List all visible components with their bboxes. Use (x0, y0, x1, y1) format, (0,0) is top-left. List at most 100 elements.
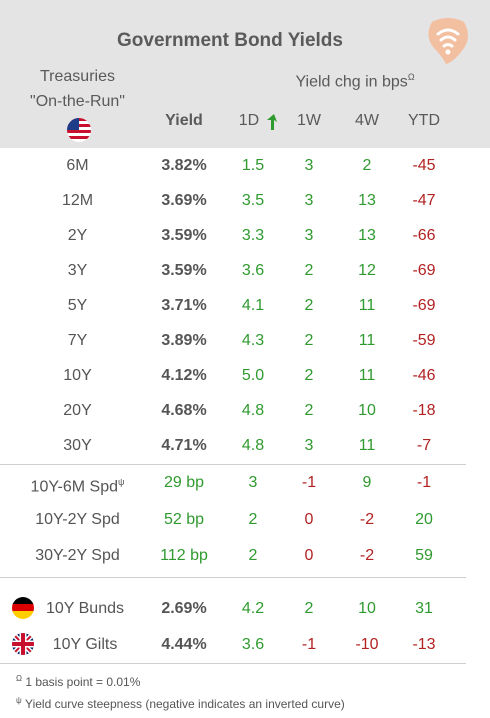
footnote-steepness: ψ Yield curve steepness (negative indica… (16, 696, 345, 711)
germany-flag-icon (12, 597, 34, 619)
change-1d: 3.6 (241, 636, 265, 653)
bond-label: 10Y Gilts (52, 636, 118, 653)
treasuries-label: Treasuries (40, 68, 115, 85)
spread-value: 112 bp (160, 547, 208, 564)
tenor-label: 5Y (67, 297, 88, 314)
omega-superscript: Ω (407, 72, 415, 82)
uk-flag-icon (12, 633, 34, 655)
change-ytd: -59 (412, 332, 436, 349)
table-row: 6M 3.82% 1.5 3 2 -45 (0, 148, 490, 183)
change-1w: -1 (301, 636, 317, 653)
change-1d: 4.2 (241, 600, 265, 617)
footnote-basis-point: Ω 1 basis point = 0.01% (16, 674, 140, 689)
col-1w: 1W (297, 112, 321, 129)
change-ytd: 20 (415, 511, 433, 528)
change-4w: 13 (358, 192, 376, 209)
change-ytd: -69 (412, 297, 436, 314)
yield-value: 4.44% (161, 636, 207, 653)
on-the-run-label: "On-the-Run" (30, 93, 125, 110)
change-4w: -2 (359, 511, 375, 528)
change-4w: 10 (358, 402, 376, 419)
change-1w: 2 (304, 297, 314, 314)
change-1d: 3 (248, 474, 258, 491)
bond-label: 10Y Bunds (46, 600, 124, 617)
yield-value: 4.68% (161, 402, 207, 419)
change-1d: 5.0 (241, 367, 265, 384)
table-row: 10Y-6M Spdψ 29 bp 3 -1 9 -1 (0, 465, 490, 500)
change-1w: 0 (304, 547, 314, 564)
change-4w: 11 (358, 297, 376, 314)
change-1w: 2 (304, 402, 314, 419)
table-row: 10Y-2Y Spd 52 bp 2 0 -2 20 (0, 502, 490, 537)
change-ytd: -66 (412, 227, 436, 244)
change-1w: -1 (301, 474, 317, 491)
omega-symbol: Ω (16, 674, 22, 683)
spread-value: 52 bp (163, 511, 205, 528)
change-4w: 10 (358, 600, 376, 617)
change-4w: 11 (358, 437, 376, 454)
col-ytd: YTD (408, 112, 440, 129)
table-row: 10Y Gilts 4.44% 3.6 -1 -10 -13 (0, 627, 490, 662)
change-1w: 2 (304, 600, 314, 617)
change-ytd: -46 (412, 367, 436, 384)
change-1d: 4.8 (241, 402, 265, 419)
change-4w: 12 (358, 262, 376, 279)
change-1d: 4.8 (241, 437, 265, 454)
change-1d: 3.3 (241, 227, 265, 244)
spread-label: 30Y-2Y Spd (35, 547, 120, 564)
tenor-label: 20Y (63, 402, 92, 419)
psi-symbol: ψ (16, 696, 22, 705)
yield-change-label: Yield chg in bpsΩ (230, 72, 480, 91)
change-ytd: -69 (412, 262, 436, 279)
yield-value: 2.69% (161, 600, 207, 617)
spread-label: 10Y-2Y Spd (35, 511, 120, 528)
spread-label: 10Y-6M Spdψ (0, 465, 155, 500)
table-row: 30Y 4.71% 4.8 3 11 -7 (0, 428, 490, 463)
divider (0, 663, 466, 664)
change-1w: 2 (304, 367, 314, 384)
change-4w: 13 (358, 227, 376, 244)
change-4w: 11 (358, 367, 376, 384)
footnote-text: 1 basis point = 0.01% (21, 675, 141, 689)
table-row: 7Y 3.89% 4.3 2 11 -59 (0, 323, 490, 358)
change-1w: 3 (304, 227, 314, 244)
table-row: 30Y-2Y Spd 112 bp 2 0 -2 59 (0, 538, 490, 573)
us-flag-icon (67, 118, 91, 142)
change-ytd: -18 (412, 402, 436, 419)
change-1d: 4.1 (241, 297, 265, 314)
change-1w: 2 (304, 332, 314, 349)
yield-value: 3.82% (161, 157, 207, 174)
change-ytd: -47 (412, 192, 436, 209)
yield-value: 4.12% (161, 367, 207, 384)
yield-value: 3.71% (161, 297, 207, 314)
change-ytd: -1 (416, 474, 432, 491)
trend-arrow-icon (267, 114, 277, 130)
yield-value: 3.89% (161, 332, 207, 349)
page-title: Government Bond Yields (117, 30, 343, 51)
change-ytd: 59 (415, 547, 433, 564)
tenor-label: 6M (66, 157, 89, 174)
change-1w: 3 (304, 157, 314, 174)
tenor-label: 30Y (63, 437, 92, 454)
change-4w: 2 (362, 157, 372, 174)
change-ytd: -45 (412, 157, 436, 174)
footnote-text: Yield curve steepness (negative indicate… (21, 697, 345, 711)
yield-value: 4.71% (161, 437, 207, 454)
change-1w: 0 (304, 511, 314, 528)
change-4w: 9 (362, 474, 372, 491)
table-row: 20Y 4.68% 4.8 2 10 -18 (0, 393, 490, 428)
yield-value: 3.69% (161, 192, 207, 209)
tenor-label: 12M (61, 192, 94, 209)
yield-value: 3.59% (161, 227, 207, 244)
table-row: 10Y 4.12% 5.0 2 11 -46 (0, 358, 490, 393)
spread-label-text: 10Y-6M Spd (30, 478, 119, 496)
change-1w: 2 (304, 262, 314, 279)
spread-value: 29 bp (163, 474, 205, 491)
table-row: 5Y 3.71% 4.1 2 11 -69 (0, 288, 490, 323)
change-ytd: -7 (416, 437, 432, 454)
col-4w: 4W (355, 112, 379, 129)
tenor-label: 10Y (63, 367, 92, 384)
change-1w: 3 (304, 437, 314, 454)
change-1d: 4.3 (241, 332, 265, 349)
change-1w: 3 (304, 192, 314, 209)
